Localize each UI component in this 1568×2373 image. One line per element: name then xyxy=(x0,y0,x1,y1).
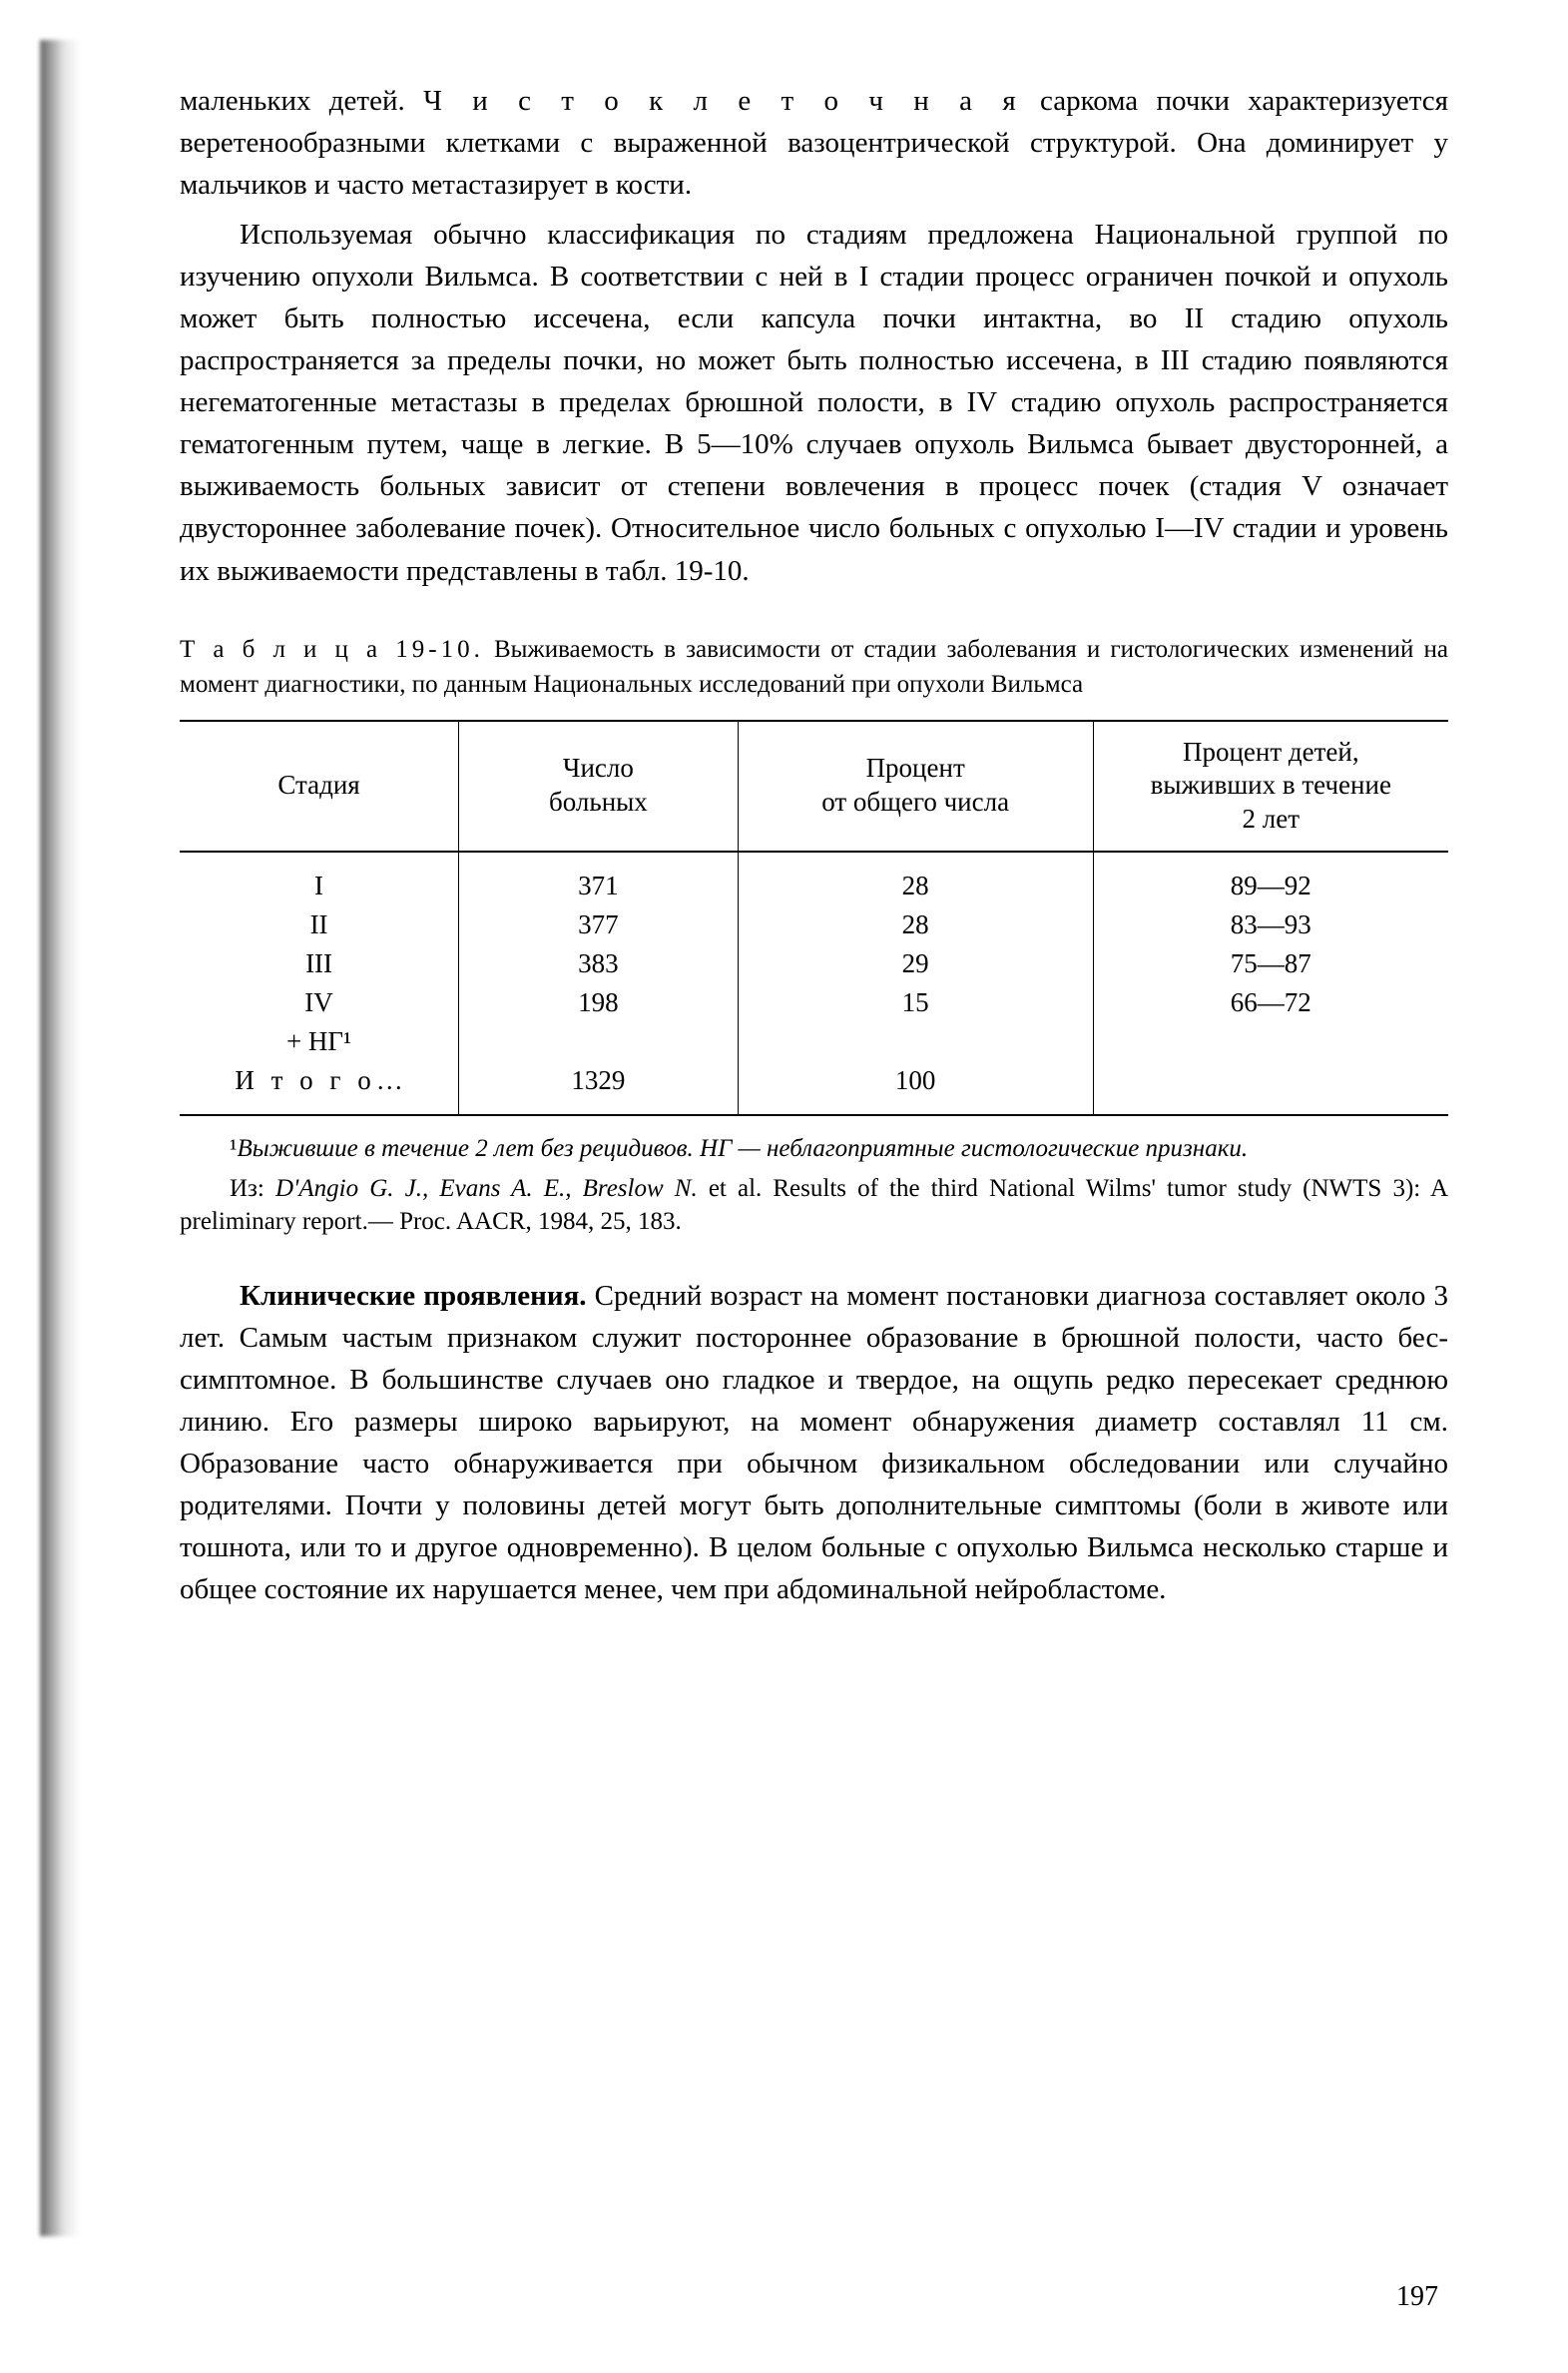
total-label-spaced: И т о г о xyxy=(235,1065,375,1095)
paragraph-2: Используемая обычно классификация по ста… xyxy=(180,214,1448,591)
total-label: И т о г о… xyxy=(180,1061,459,1115)
total-label-rest: … xyxy=(376,1065,403,1095)
cell: 89—92 xyxy=(1093,852,1448,905)
cell: 66—72 xyxy=(1093,983,1448,1022)
table-caption-lead: Т а б л и ц а 19-10. xyxy=(180,636,484,663)
cell: 29 xyxy=(738,944,1093,983)
cell: 15 xyxy=(738,983,1093,1022)
footnote-sup: ¹ xyxy=(230,1135,238,1162)
cell: 377 xyxy=(459,905,739,944)
cell: 100 xyxy=(738,1061,1093,1115)
page-number: 197 xyxy=(1396,2281,1438,2313)
cell xyxy=(1093,1061,1448,1115)
cell: + НГ¹ xyxy=(180,1022,459,1061)
cell: 383 xyxy=(459,944,739,983)
table-caption: Т а б л и ц а 19-10. Выживаемость в зави… xyxy=(180,632,1448,702)
table-total-row: И т о г о… 1329 100 xyxy=(180,1061,1448,1115)
cell: IV xyxy=(180,983,459,1022)
p3-heading: Клинические проявления. xyxy=(240,1280,587,1312)
ref-lead: Из: xyxy=(230,1175,275,1202)
p3-body: Средний возраст на момент поста­новки ди… xyxy=(180,1280,1448,1605)
paragraph-1: маленьких детей. Ч и с т о к л е т о ч н… xyxy=(180,80,1448,206)
survival-table: Стадия Числобольных Процентот общего чис… xyxy=(180,720,1448,1116)
cell: 83—93 xyxy=(1093,905,1448,944)
cell: 371 xyxy=(459,852,739,905)
col-n: Числобольных xyxy=(459,721,739,852)
col-pct: Процентот общего числа xyxy=(738,721,1093,852)
table-header-row: Стадия Числобольных Процентот общего чис… xyxy=(180,721,1448,852)
cell: I xyxy=(180,852,459,905)
table-reference: Из: D'Angio G. J., Evans A. E., Breslow … xyxy=(180,1172,1448,1240)
table-row: I 371 28 89—92 xyxy=(180,852,1448,905)
cell: 28 xyxy=(738,905,1093,944)
scan-spine-shadow xyxy=(40,40,80,2236)
cell: 198 xyxy=(459,983,739,1022)
col-stage: Стадия xyxy=(180,721,459,852)
col-survival: Процент детей,выживших в течение2 лет xyxy=(1093,721,1448,852)
paragraph-3: Клинические проявления. Средний возраст … xyxy=(180,1275,1448,1610)
p1-emphasis: Ч и с т о к л е т о ч н а я xyxy=(423,85,1022,117)
table-body: I 371 28 89—92 II 377 28 83—93 III 383 2… xyxy=(180,852,1448,1115)
cell xyxy=(1093,1022,1448,1061)
footnote-body: Выжившие в течение 2 лет без рецидивов. … xyxy=(238,1135,1249,1162)
table-row: IV 198 15 66—72 xyxy=(180,983,1448,1022)
cell: 75—87 xyxy=(1093,944,1448,983)
p1-lead: маленьких детей. xyxy=(180,85,423,117)
cell xyxy=(459,1022,739,1061)
cell: 28 xyxy=(738,852,1093,905)
cell: III xyxy=(180,944,459,983)
cell: 1329 xyxy=(459,1061,739,1115)
table-row: + НГ¹ xyxy=(180,1022,1448,1061)
cell: II xyxy=(180,905,459,944)
table-row: II 377 28 83—93 xyxy=(180,905,1448,944)
ref-authors: D'Angio G. J., Evans A. E., Breslow N. xyxy=(275,1175,698,1202)
table-row: III 383 29 75—87 xyxy=(180,944,1448,983)
cell xyxy=(738,1022,1093,1061)
page: маленьких детей. Ч и с т о к л е т о ч н… xyxy=(0,0,1568,2373)
table-footnote: ¹Выжившие в течение 2 лет без рецидивов.… xyxy=(180,1132,1448,1166)
